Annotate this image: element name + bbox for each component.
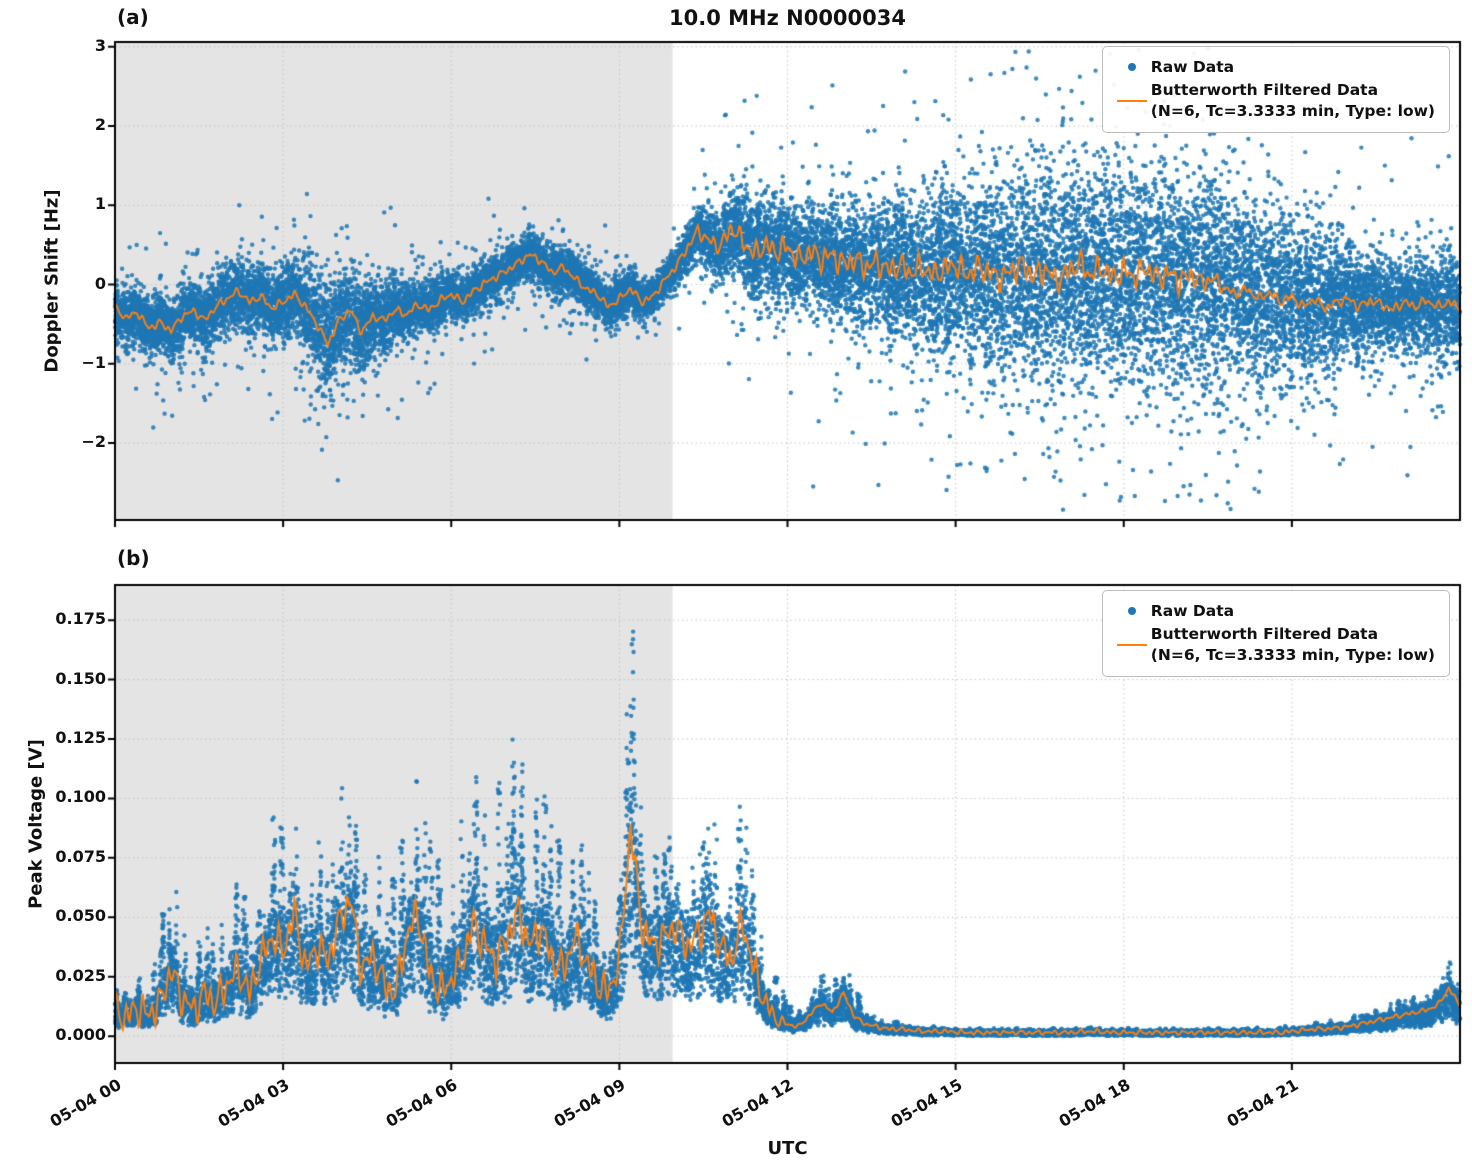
y-tick-label: 0 xyxy=(94,273,106,293)
y-tick-label: 2 xyxy=(94,115,106,135)
y-tick-label: 0.125 xyxy=(55,728,106,748)
panel-a-label: (a) xyxy=(117,5,149,29)
legend-entry-raw: Raw Data xyxy=(1113,57,1435,78)
y-tick-label: 0.075 xyxy=(55,846,106,866)
legend-entry-filtered: Butterworth Filtered Data (N=6, Tc=3.333… xyxy=(1113,80,1435,122)
y-tick-label: 0.100 xyxy=(55,787,106,807)
y-tick-label: 0.025 xyxy=(55,965,106,985)
raw-data-dot-icon xyxy=(1127,607,1136,616)
y-tick-label: −1 xyxy=(81,352,106,372)
y-tick-label: 3 xyxy=(94,35,106,55)
panel-b-label: (b) xyxy=(117,546,150,570)
filtered-line-icon xyxy=(1116,643,1147,646)
y-tick-label: 0.050 xyxy=(55,906,106,926)
y-tick-label: 0.175 xyxy=(55,609,106,629)
legend-raw-label: Raw Data xyxy=(1150,602,1235,620)
legend-filtered-label: Butterworth Filtered Data xyxy=(1150,80,1379,99)
y-tick-label: 0.000 xyxy=(55,1025,106,1045)
legend-entry-filtered: Butterworth Filtered Data (N=6, Tc=3.333… xyxy=(1113,624,1435,666)
legend-b: Raw Data Butterworth Filtered Data (N=6,… xyxy=(1101,590,1450,677)
filtered-line-icon xyxy=(1116,99,1147,102)
legend-filtered-label: Butterworth Filtered Data xyxy=(1150,624,1379,643)
x-axis-label: UTC xyxy=(767,1138,808,1159)
raw-data-dot-icon xyxy=(1127,63,1136,72)
legend-filtered-sublabel: (N=6, Tc=3.3333 min, Type: low) xyxy=(1150,101,1435,120)
y-tick-label: 1 xyxy=(94,194,106,214)
y-tick-label: −2 xyxy=(81,432,106,452)
y-tick-label: 0.150 xyxy=(55,668,106,688)
figure-title: 10.0 MHz N0000034 xyxy=(669,6,906,30)
legend-a: Raw Data Butterworth Filtered Data (N=6,… xyxy=(1101,46,1450,133)
y-axis-label-voltage: Peak Voltage [V] xyxy=(25,739,47,909)
legend-entry-raw: Raw Data xyxy=(1113,601,1435,622)
legend-filtered-sublabel: (N=6, Tc=3.3333 min, Type: low) xyxy=(1150,645,1435,664)
legend-raw-label: Raw Data xyxy=(1150,58,1235,76)
